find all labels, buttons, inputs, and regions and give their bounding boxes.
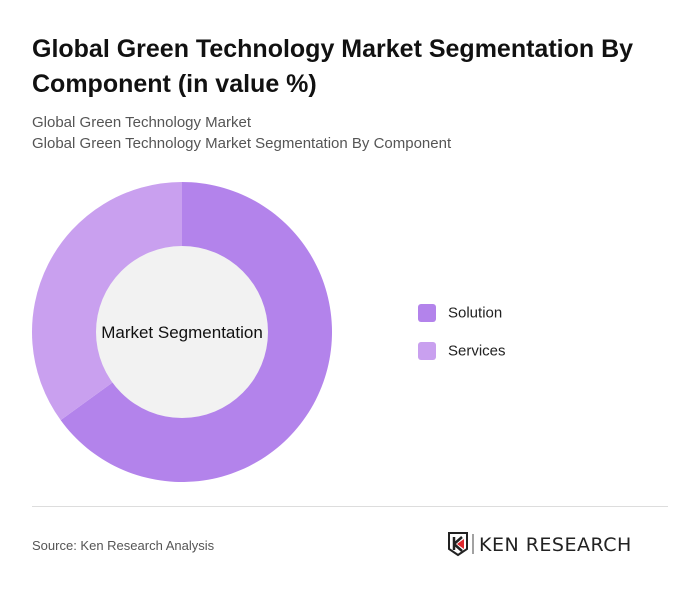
svg-text:KEN RESEARCH: KEN RESEARCH bbox=[479, 534, 632, 556]
chart-title: Global Green Technology Market Segmentat… bbox=[32, 35, 634, 98]
legend-swatch bbox=[418, 342, 436, 360]
divider bbox=[32, 506, 668, 507]
center-label: Market Segmentation bbox=[101, 323, 263, 342]
legend-label: Solution bbox=[448, 304, 503, 322]
legend-swatch bbox=[418, 304, 436, 322]
ken-research-logo: KEN RESEARCH bbox=[448, 532, 632, 557]
source-note: Source: Ken Research Analysis bbox=[32, 538, 215, 553]
chart-subtitle-2: Global Green Technology Market Segmentat… bbox=[32, 135, 452, 152]
legend-item-solution[interactable]: Solution bbox=[418, 304, 502, 322]
legend-label: Services bbox=[448, 342, 506, 360]
donut-chart: Market Segmentation bbox=[31, 182, 333, 483]
chart-subtitle: Global Green Technology Market bbox=[32, 114, 252, 131]
donut-hole bbox=[96, 246, 268, 418]
legend-item-services[interactable]: Services bbox=[418, 342, 506, 360]
